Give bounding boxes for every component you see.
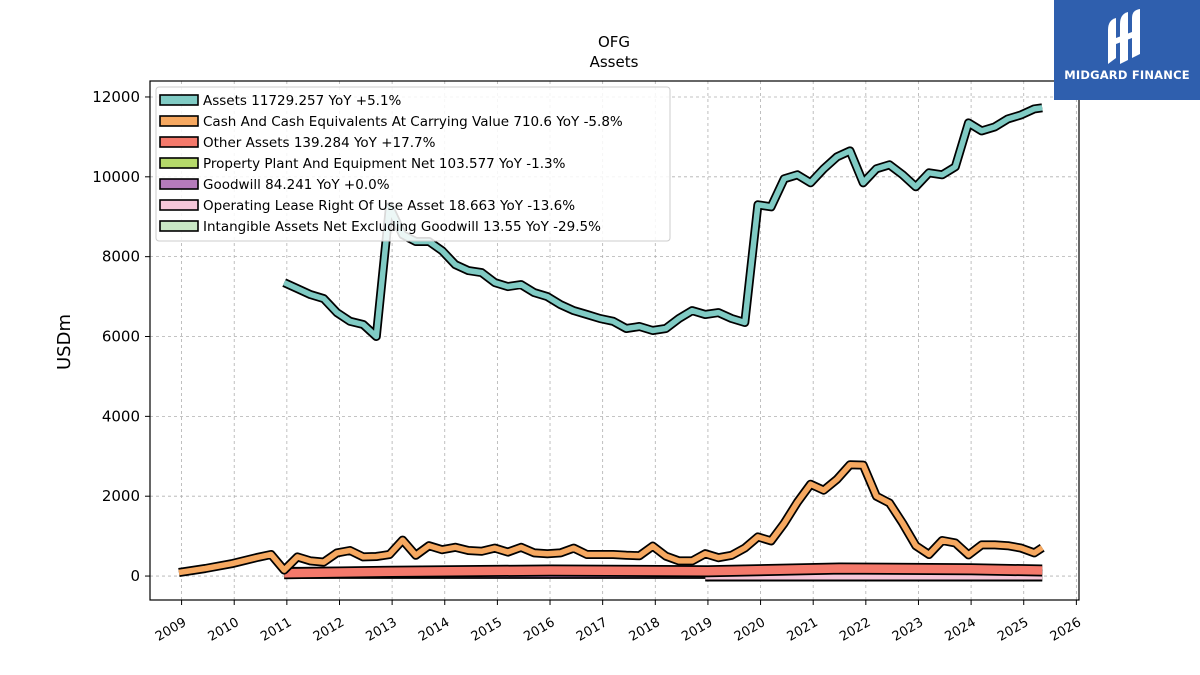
brand-name: MIDGARD FINANCE: [1064, 68, 1190, 82]
legend-label-cash-and-cash-equivalents-at-carrying-value: Cash And Cash Equivalents At Carrying Va…: [203, 114, 623, 130]
x-tick-label: 2021: [785, 615, 821, 645]
legend-label-operating-lease-right-of-use-asset: Operating Lease Right Of Use Asset 18.66…: [203, 198, 575, 214]
legend: Assets 11729.257 YoY +5.1% Cash And Cash …: [155, 86, 671, 242]
y-tick-label: 10000: [92, 168, 140, 186]
x-tick-label: 2022: [837, 615, 873, 645]
x-tick-label: 2010: [206, 615, 242, 645]
x-tick-label: 2012: [311, 615, 347, 645]
y-ticks: 0 2000 4000 6000 8000 10000 12000: [92, 88, 150, 585]
x-tick-label: 2019: [679, 615, 715, 645]
y-tick-label: 12000: [92, 88, 140, 106]
brand-logo: MIDGARD FINANCE: [1054, 0, 1200, 100]
x-tick-label: 2015: [469, 615, 505, 645]
legend-label-property-plant-and-equipment-net: Property Plant And Equipment Net 103.577…: [203, 156, 566, 172]
legend-label-intangible-assets-net-excluding-goodwill: Intangible Assets Net Excluding Goodwill…: [203, 219, 601, 235]
legend-swatch-other-assets: [159, 136, 199, 148]
legend-label-goodwill: Goodwill 84.241 YoY +0.0%: [203, 177, 390, 193]
x-ticks: 2009 2010 2011 2012 2013 2014 2015 2016 2017 2018…: [153, 600, 1084, 645]
x-tick-label: 2009: [153, 615, 189, 645]
x-tick-label: 2020: [732, 615, 768, 645]
chart-subtitle: Assets: [590, 53, 639, 71]
legend-swatch-intangible-assets-net-excluding-goodwill: [159, 220, 199, 232]
legend-swatch-cash-and-cash-equivalents-at-carrying-value: [159, 115, 199, 127]
y-tick-label: 0: [130, 567, 140, 585]
x-tick-label: 2011: [258, 615, 294, 645]
y-tick-label: 4000: [102, 407, 140, 425]
plot-frame: [149, 80, 1080, 601]
x-tick-label: 2016: [521, 615, 557, 645]
chart-title: OFG: [598, 33, 630, 51]
series-line-other-assets: [284, 564, 1043, 578]
y-tick-label: 6000: [102, 328, 140, 346]
legend-label-other-assets: Other Assets 139.284 YoY +17.7%: [203, 135, 436, 151]
legend-swatch-assets: [159, 94, 199, 106]
legend-swatch-property-plant-and-equipment-net: [159, 157, 199, 169]
x-tick-label: 2014: [416, 615, 452, 645]
x-tick-label: 2023: [890, 615, 926, 645]
legend-box: [155, 86, 671, 242]
legend-swatch-goodwill: [159, 178, 199, 190]
y-tick-label: 8000: [102, 248, 140, 266]
series-line-cash-and-cash-equivalents-at-carrying-value: [178, 461, 1044, 576]
x-tick-label: 2018: [627, 615, 663, 645]
legend-swatch-operating-lease-right-of-use-asset: [159, 199, 199, 211]
x-tick-label: 2024: [942, 615, 978, 645]
x-tick-label: 2017: [574, 615, 610, 645]
x-tick-label: 2013: [363, 615, 399, 645]
y-tick-label: 2000: [102, 487, 140, 505]
x-tick-label: 2026: [1048, 615, 1084, 645]
legend-label-assets: Assets 11729.257 YoY +5.1%: [203, 93, 402, 109]
y-axis-label: USDm: [54, 314, 75, 370]
x-tick-label: 2025: [995, 615, 1031, 645]
midgard-logo-mark-icon: [1108, 9, 1140, 64]
